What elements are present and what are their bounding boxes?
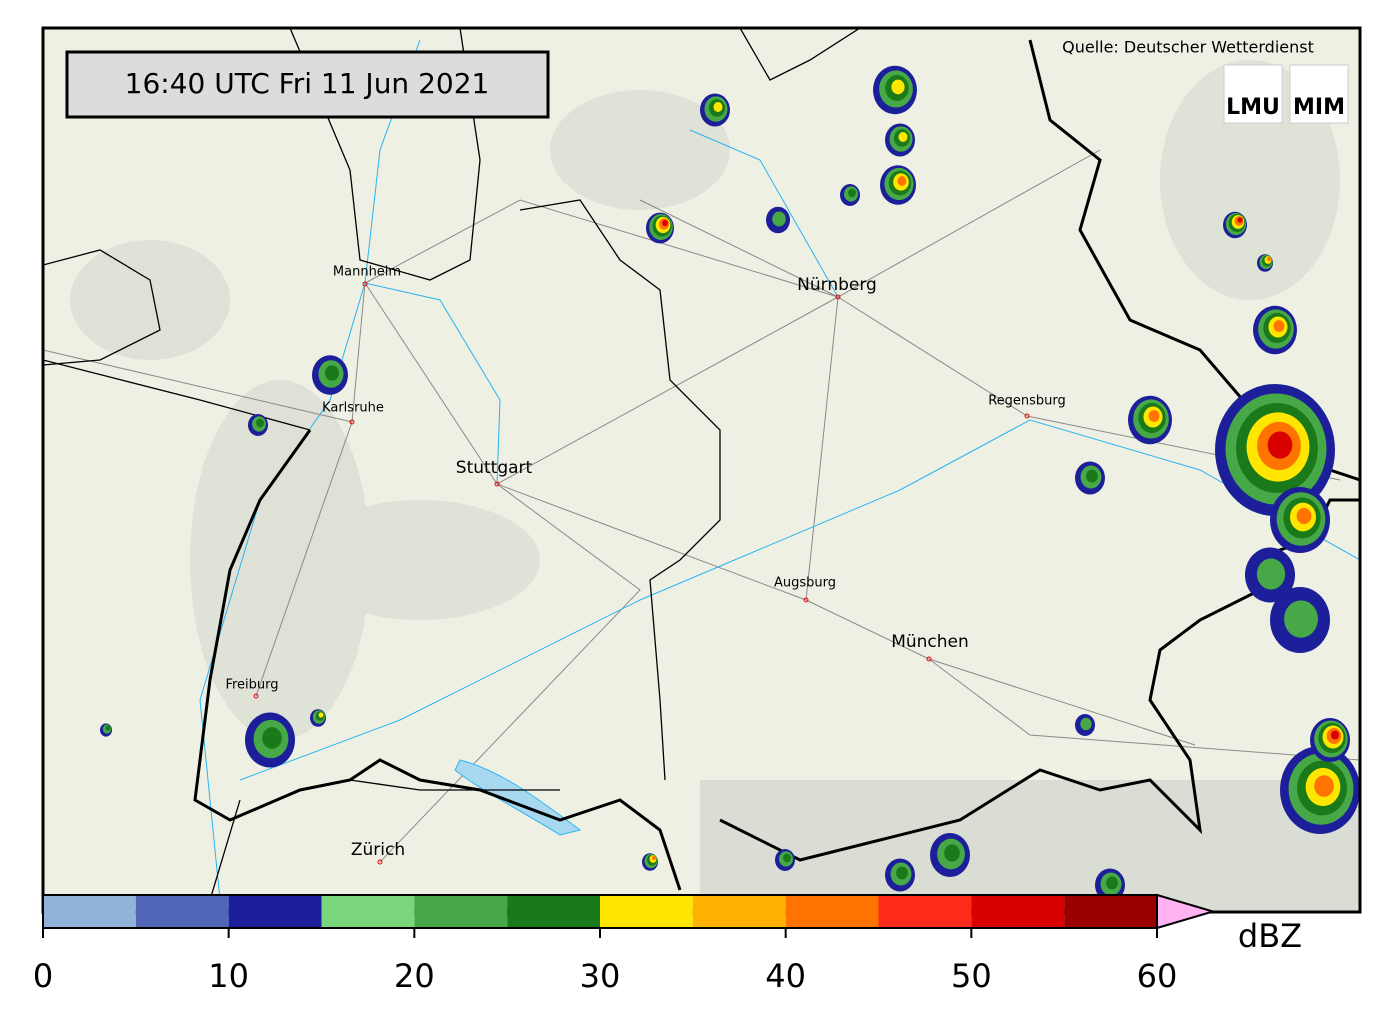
colorbar-segment (228, 895, 322, 928)
rain-cell (1296, 507, 1312, 525)
rain-cell (1256, 558, 1286, 590)
city-label: Augsburg (774, 576, 836, 591)
rain-cell (897, 176, 907, 186)
city-label: Mannheim (333, 265, 401, 280)
logo-box (1289, 64, 1349, 124)
city-label: Zürich (351, 840, 405, 860)
rain-cell (891, 79, 905, 95)
rain-cell (1106, 876, 1118, 890)
precipitation (100, 65, 1360, 902)
rain-cell (1080, 717, 1092, 731)
colorbar-segment (135, 895, 229, 928)
colorbar-segment (785, 895, 879, 928)
colorbar-segment (321, 895, 415, 928)
colorbar-segment (878, 895, 972, 928)
rain-cell (1267, 256, 1271, 262)
rain-cell (262, 727, 282, 749)
city-dot (926, 656, 932, 662)
city-dot (803, 597, 809, 603)
rain-cell (1086, 469, 1098, 483)
rain-cell (324, 365, 340, 381)
city-label: Karlsruhe (322, 401, 384, 416)
rain-cell (256, 418, 264, 428)
tick-label: 10 (208, 957, 249, 995)
city-dot (362, 281, 368, 287)
city-dot (349, 419, 355, 425)
rain-cell (1237, 217, 1243, 223)
colorbar: 0 10 20 30 40 50 60 dBZ (33, 893, 1302, 995)
source: Quelle: Deutscher Wetterdienst (1062, 38, 1314, 57)
colorbar-segment (507, 895, 600, 928)
terrain (70, 60, 1360, 912)
rain-cell (944, 844, 960, 862)
rain-cell (1273, 320, 1285, 332)
city-dot (1024, 413, 1030, 419)
rain-cell (1148, 410, 1160, 422)
city-dot (835, 294, 841, 300)
colorbar-segment (971, 895, 1065, 928)
logo: MIM (1293, 95, 1345, 120)
city-dot (494, 481, 500, 487)
rain-cell (896, 866, 908, 880)
logo-box (1223, 64, 1283, 124)
tick-label: 50 (951, 957, 992, 995)
logo: LMU (1226, 95, 1280, 120)
timestamp: 16:40 UTC Fri 11 Jun 2021 (125, 67, 490, 100)
rain-cell (662, 219, 668, 227)
tick-label: 20 (394, 957, 435, 995)
colorbar-segment (1064, 895, 1157, 928)
city-label: Regensburg (988, 394, 1066, 409)
colorbar-segment (414, 895, 508, 928)
rivers (199, 39, 1360, 901)
rain-cell (848, 188, 856, 198)
rain-cell (1267, 431, 1293, 459)
city-label: Nürnberg (797, 275, 877, 295)
rain-cell (772, 211, 786, 227)
rain-cell (898, 132, 908, 142)
tick-label: 0 (33, 957, 53, 995)
rain-cell (1314, 775, 1334, 797)
rain-cell (1284, 600, 1318, 638)
city-dot (253, 693, 259, 699)
tick-label: 30 (580, 957, 621, 995)
tick-label: 40 (765, 957, 806, 995)
city-label: München (891, 632, 969, 652)
city-label: Freiburg (225, 678, 278, 693)
colorbar-segment (43, 895, 136, 928)
tick-label: 60 (1137, 957, 1178, 995)
rain-cell (318, 712, 324, 718)
colorbar-unit: dBZ (1238, 917, 1302, 955)
city-label: Stuttgart (456, 458, 533, 478)
rain-cell (105, 725, 111, 731)
state-borders (43, 28, 861, 901)
colorbar-segment (600, 895, 693, 928)
rain-cell (1330, 730, 1340, 740)
city-dot (377, 859, 383, 865)
map-layer: Mannheim Nürnberg Karlsruhe Regensburg Stutt… (43, 28, 1360, 912)
rain-cell (713, 102, 723, 112)
timestamp-box (65, 50, 550, 119)
colorbar-segment (692, 895, 786, 928)
rain-cell (783, 853, 791, 863)
rain-cell (652, 855, 656, 861)
cities: Mannheim Nürnberg Karlsruhe Regensburg Stutt… (225, 265, 1066, 865)
